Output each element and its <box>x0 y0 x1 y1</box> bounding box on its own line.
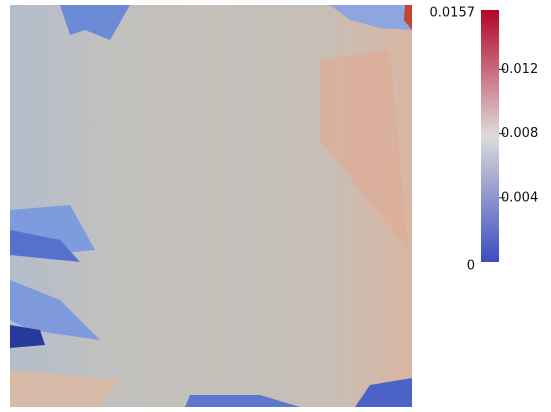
colorbar <box>481 10 499 262</box>
tick-label: 0.004 <box>501 190 538 205</box>
field-plot <box>10 5 412 407</box>
tick-label: 0 <box>467 259 475 274</box>
tick-label: 0.0157 <box>430 6 476 21</box>
tick-label: 0.008 <box>501 126 538 141</box>
tick-label: 0.012 <box>501 62 538 77</box>
